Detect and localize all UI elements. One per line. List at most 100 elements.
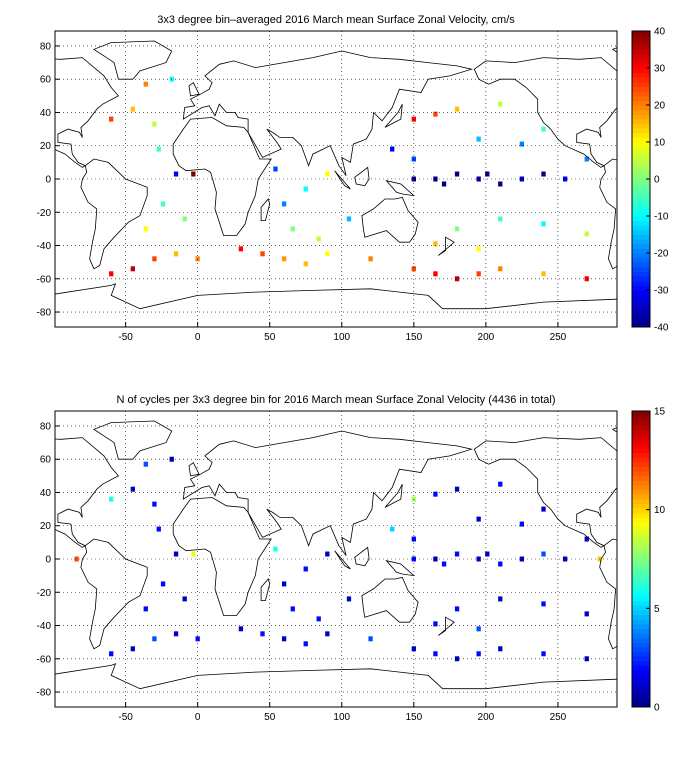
colorbar-swatch bbox=[632, 591, 650, 597]
colorbar-swatch bbox=[632, 239, 650, 245]
bin-cell bbox=[109, 651, 114, 657]
bin-cell bbox=[541, 126, 546, 132]
colorbar-swatch bbox=[632, 63, 650, 69]
bin-cell bbox=[156, 526, 161, 532]
coastline bbox=[334, 170, 351, 190]
colorbar-tick-label: -40 bbox=[654, 323, 669, 334]
colorbar-swatch bbox=[632, 169, 650, 175]
bin-cell bbox=[454, 486, 460, 492]
bin-cell bbox=[584, 611, 589, 617]
y-tick-label: -60 bbox=[37, 274, 52, 285]
coastline bbox=[354, 546, 370, 567]
colorbar-tick-label: -30 bbox=[654, 286, 669, 297]
colorbar-swatch bbox=[632, 438, 650, 444]
y-tick-label: 80 bbox=[40, 41, 52, 52]
coastline bbox=[80, 158, 148, 270]
bin-cell bbox=[130, 646, 135, 652]
bin-cell bbox=[303, 641, 308, 647]
y-tick-label: -60 bbox=[37, 654, 52, 665]
colorbar-swatch bbox=[632, 174, 650, 180]
bin-cell bbox=[281, 201, 287, 207]
y-tick-label: 60 bbox=[40, 75, 52, 86]
coastline bbox=[182, 430, 474, 556]
colorbar-swatch bbox=[632, 498, 650, 504]
bin-cell bbox=[498, 481, 503, 487]
colorbar-swatch bbox=[632, 188, 650, 194]
bin-cell bbox=[182, 596, 187, 602]
x-tick-label: 100 bbox=[333, 332, 350, 343]
colorbar-swatch bbox=[632, 457, 650, 463]
coastline bbox=[384, 484, 403, 508]
colorbar-swatch bbox=[632, 280, 650, 286]
colorbar-swatch bbox=[632, 628, 650, 634]
colorbar-tick-label: 15 bbox=[654, 407, 666, 418]
colorbar-swatch bbox=[632, 651, 650, 657]
colorbar-swatch bbox=[632, 243, 650, 249]
bin-cell bbox=[498, 646, 503, 652]
bin-cell bbox=[519, 141, 525, 147]
bin-cell bbox=[454, 226, 460, 232]
colorbar-tick-label: 0 bbox=[654, 175, 660, 186]
bin-cell bbox=[584, 276, 589, 282]
colorbar-swatch bbox=[632, 475, 650, 481]
bin-cell bbox=[152, 121, 157, 127]
bin-cell bbox=[152, 636, 157, 642]
bin-cell bbox=[519, 521, 525, 527]
y-tick-label: -80 bbox=[37, 688, 52, 699]
colorbar-swatch bbox=[632, 693, 650, 699]
bin-cell bbox=[476, 626, 481, 632]
bin-cell bbox=[152, 256, 157, 262]
bin-cell bbox=[498, 596, 503, 602]
y-tick-label: -20 bbox=[37, 588, 52, 599]
bin-cell bbox=[182, 216, 187, 222]
coastline bbox=[334, 550, 351, 570]
colorbar-swatch bbox=[632, 609, 650, 615]
bin-cell bbox=[541, 601, 546, 607]
y-tick-label: 40 bbox=[40, 488, 52, 499]
colorbar-swatch bbox=[632, 220, 650, 226]
colorbar-swatch bbox=[632, 100, 650, 106]
colorbar-swatch bbox=[632, 572, 650, 578]
bin-cell bbox=[541, 171, 546, 177]
bin-cell bbox=[74, 556, 79, 562]
colorbar-swatch bbox=[632, 123, 650, 129]
bin-cell bbox=[454, 551, 460, 557]
bin-cell bbox=[195, 636, 200, 642]
colorbar-swatch bbox=[632, 489, 650, 495]
bin-cell bbox=[441, 181, 447, 187]
colorbar-swatch bbox=[632, 434, 650, 440]
colorbar-swatch bbox=[632, 160, 650, 166]
colorbar-swatch bbox=[632, 266, 650, 272]
colorbar-swatch bbox=[632, 683, 650, 689]
chart-title: N of cycles per 3x3 degree bin for 2016 … bbox=[116, 394, 555, 406]
bin-cell bbox=[562, 556, 568, 562]
colorbar-swatch bbox=[632, 411, 650, 417]
colorbar-swatch bbox=[632, 253, 650, 259]
coastline bbox=[55, 283, 617, 310]
bin-cell bbox=[433, 651, 438, 657]
bin-cell bbox=[273, 166, 278, 172]
colorbar-swatch bbox=[632, 443, 650, 449]
coastline bbox=[438, 616, 455, 636]
x-tick-label: 50 bbox=[264, 332, 276, 343]
coastline bbox=[361, 196, 419, 243]
bin-cell bbox=[109, 116, 114, 122]
coastline bbox=[260, 198, 271, 222]
colorbar-swatch bbox=[632, 605, 650, 611]
bin-cell bbox=[281, 581, 287, 587]
colorbar-swatch bbox=[632, 582, 650, 588]
coastline bbox=[354, 166, 370, 187]
bin-cell bbox=[325, 171, 330, 177]
bin-cell bbox=[173, 171, 179, 177]
colorbar-swatch bbox=[632, 522, 650, 528]
colorbar-swatch bbox=[632, 429, 650, 435]
bin-cell bbox=[485, 551, 490, 557]
colorbar-swatch bbox=[632, 665, 650, 671]
colorbar-swatch bbox=[632, 105, 650, 111]
colorbar-swatch bbox=[632, 674, 650, 680]
colorbar-swatch bbox=[632, 132, 650, 138]
bin-cell bbox=[152, 501, 157, 507]
colorbar-swatch bbox=[632, 517, 650, 523]
bin-cell bbox=[498, 561, 503, 567]
bin-cell bbox=[519, 556, 525, 562]
